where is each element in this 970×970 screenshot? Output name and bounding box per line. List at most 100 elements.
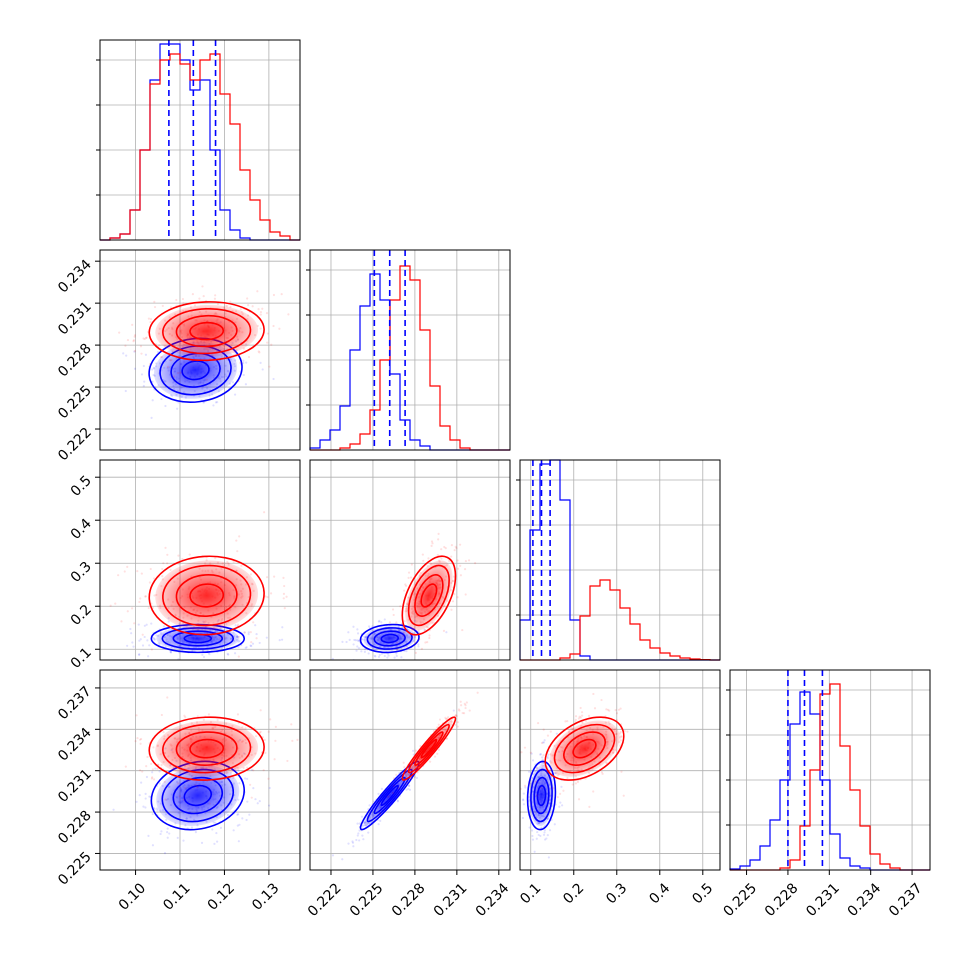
point-blue xyxy=(237,813,240,816)
contour-3-2-blue-3 xyxy=(526,760,557,831)
point-blue xyxy=(142,364,145,368)
point-blue xyxy=(176,836,179,840)
point-red xyxy=(414,651,417,654)
point-blue xyxy=(354,639,357,642)
point-red xyxy=(166,562,169,565)
point-red xyxy=(464,559,467,563)
point-red xyxy=(305,723,307,725)
contour-2-0-red-2 xyxy=(162,564,252,627)
ytick-label-1-4: 0.234 xyxy=(55,257,95,297)
point-blue xyxy=(247,633,250,636)
point-red xyxy=(133,622,136,625)
xtick-label-2-1: 0.2 xyxy=(560,880,587,907)
point-blue xyxy=(415,776,419,780)
point-red xyxy=(145,336,148,340)
point-blue xyxy=(363,650,366,653)
point-red xyxy=(255,637,258,640)
panel-1-0-content xyxy=(118,285,305,419)
point-blue xyxy=(537,833,540,837)
point-red xyxy=(138,738,142,741)
point-blue xyxy=(331,657,334,660)
point-red xyxy=(461,711,464,715)
point-blue xyxy=(219,826,223,829)
point-blue xyxy=(145,623,148,626)
point-blue xyxy=(242,359,245,362)
point-blue xyxy=(265,636,268,639)
xtick-label-3-2: 0.231 xyxy=(803,880,843,920)
point-blue xyxy=(541,762,544,765)
point-blue xyxy=(141,644,145,647)
point-blue xyxy=(358,829,361,832)
point-red xyxy=(523,746,527,749)
point-blue xyxy=(216,840,219,843)
contour-3-1-red-3 xyxy=(401,716,457,781)
point-red xyxy=(151,768,155,771)
point-red xyxy=(126,565,129,568)
point-red xyxy=(545,771,548,774)
contour-3-0-red-0 xyxy=(189,738,225,759)
point-blue xyxy=(156,350,160,354)
point-red xyxy=(250,796,253,799)
point-red xyxy=(460,704,463,707)
point-red xyxy=(283,584,286,588)
point-red xyxy=(571,783,574,786)
point-red xyxy=(131,323,134,326)
point-blue xyxy=(258,800,261,803)
point-blue xyxy=(144,353,148,356)
point-red xyxy=(574,718,577,721)
point-red xyxy=(153,300,156,303)
point-red xyxy=(542,728,545,731)
point-blue xyxy=(242,373,245,377)
point-blue xyxy=(530,752,533,755)
point-blue xyxy=(152,636,155,640)
point-red xyxy=(267,730,270,733)
point-red xyxy=(578,715,581,718)
point-blue xyxy=(360,815,364,818)
density-1-0-red xyxy=(155,304,259,358)
point-blue xyxy=(417,643,420,646)
point-red xyxy=(303,348,305,350)
point-red xyxy=(395,621,398,624)
point-blue xyxy=(412,749,415,752)
point-red xyxy=(457,708,460,711)
point-red xyxy=(177,562,180,566)
contour-3-1-blue-1 xyxy=(373,776,406,815)
panel-1-1-frame xyxy=(309,249,511,451)
panel-1-1-grid xyxy=(330,250,500,450)
point-red xyxy=(523,784,527,787)
point-red xyxy=(247,355,251,359)
point-red xyxy=(428,634,431,637)
point-red xyxy=(444,546,447,550)
point-red xyxy=(181,557,184,561)
point-blue xyxy=(212,404,215,407)
point-blue xyxy=(236,813,239,816)
ytick-label-1-1: 0.225 xyxy=(55,383,95,423)
point-blue xyxy=(356,834,359,837)
point-red xyxy=(132,339,136,342)
point-red xyxy=(455,546,458,550)
point-red xyxy=(97,592,99,594)
point-red xyxy=(426,641,429,644)
point-blue xyxy=(400,656,403,659)
point-blue xyxy=(341,640,344,643)
point-red xyxy=(392,613,395,617)
panel-2-0-frame xyxy=(99,459,301,661)
point-blue xyxy=(133,367,137,370)
point-blue xyxy=(361,834,364,837)
point-red xyxy=(114,602,117,605)
point-red xyxy=(600,698,603,702)
ytick-label-3-3: 0.234 xyxy=(55,725,95,765)
point-red xyxy=(150,648,154,651)
point-blue xyxy=(356,645,359,648)
point-red xyxy=(161,574,164,578)
point-red xyxy=(259,313,262,316)
point-red xyxy=(437,532,440,535)
point-blue xyxy=(244,646,247,649)
contour-2-1-red-3 xyxy=(401,555,457,636)
point-red xyxy=(617,708,621,711)
point-red xyxy=(210,634,213,637)
point-red xyxy=(584,719,588,722)
point-red xyxy=(152,577,156,580)
panel-3-2-grid xyxy=(520,670,720,870)
point-red xyxy=(399,772,402,775)
